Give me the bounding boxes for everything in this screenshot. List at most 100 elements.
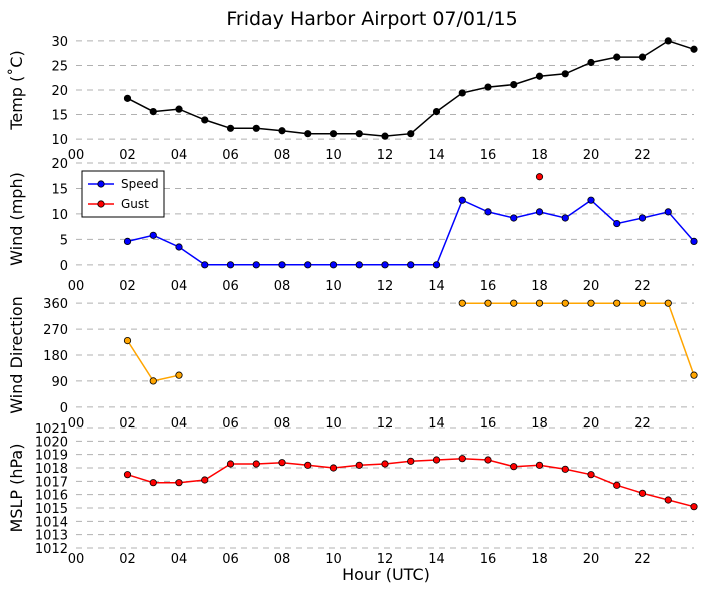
legend-label-gust: Gust [121, 197, 149, 211]
x-tick-label: 18 [531, 416, 548, 431]
temp-series-0-point [278, 127, 286, 135]
x-tick-label: 04 [171, 416, 188, 431]
y-tick-label: 1014 [35, 515, 68, 530]
y-tick-label: 15 [51, 182, 68, 197]
legend-box [81, 170, 165, 218]
x-tick-label: 14 [428, 552, 445, 567]
x-tick-label: 20 [583, 148, 600, 163]
mslp-series-0-point [587, 471, 595, 479]
x-tick-label: 10 [325, 416, 342, 431]
wind-series-speed-0-point [201, 261, 209, 269]
mslp-series-0-point [510, 463, 518, 471]
temp-series-0-point [226, 124, 235, 132]
wind-series-speed-0-point [149, 231, 157, 239]
y-tick-label: 20 [51, 84, 68, 99]
wind-series-speed-0-point [458, 196, 466, 204]
x-tick-label: 00 [68, 416, 85, 431]
y-tick-label: 5 [60, 233, 68, 248]
y-tick-label: 10 [51, 133, 68, 148]
wind-series-speed-0-point [226, 261, 235, 269]
x-tick-label: 16 [480, 416, 497, 431]
x-tick-label: 18 [531, 279, 548, 294]
mslp-series-0-point [561, 465, 569, 473]
x-tick-label: 04 [171, 148, 188, 163]
x-tick-label: 06 [222, 552, 239, 567]
x-tick-label: 14 [428, 416, 445, 431]
temp-series-0-point [484, 83, 492, 91]
y-tick-label: 10 [51, 208, 68, 223]
y-tick-label: 1016 [35, 489, 68, 504]
wind-series-speed-0-point [278, 261, 286, 269]
wind-series-speed-0-point [510, 214, 518, 222]
y-tick-label: 1015 [35, 502, 68, 517]
y-tick-label: 30 [51, 35, 68, 50]
x-tick-label: 22 [634, 416, 651, 431]
wind-direction-series-0-line [126, 340, 180, 382]
wind-direction-series-0-point [484, 299, 492, 307]
x-tick-label: 06 [222, 279, 239, 294]
wind-series-speed-0-point [664, 208, 672, 216]
temp-series-0-point [638, 53, 647, 61]
mslp-series-0-point [329, 464, 338, 472]
mslp-series-0-point [690, 503, 698, 511]
legend-label-speed: Speed [121, 177, 159, 191]
x-tick-label: 02 [119, 416, 136, 431]
wind-direction-series-0-point [175, 371, 183, 379]
temp-series-0-point [535, 72, 544, 80]
x-tick-label: 08 [274, 552, 291, 567]
wind-series-speed-0-point [123, 237, 132, 245]
x-tick-label: 12 [377, 552, 394, 567]
x-tick-label: 10 [325, 279, 342, 294]
wind-direction-series-0-point [535, 299, 544, 307]
x-tick-label: 22 [634, 279, 651, 294]
x-tick-label: 16 [480, 279, 497, 294]
x-tick-label: 16 [480, 148, 497, 163]
wind-direction-series-0-point [664, 299, 672, 307]
x-axis-label: Hour (UTC) [342, 565, 430, 584]
wind-direction-y-axis-label: Wind Direction [7, 296, 26, 414]
x-tick-label: 12 [377, 279, 394, 294]
y-tick-label: 90 [51, 375, 68, 390]
y-tick-label: 1020 [35, 435, 68, 450]
y-tick-label: 0 [60, 259, 68, 274]
mslp-series-0-point [252, 460, 260, 468]
mslp-series-0-point [638, 489, 647, 497]
mslp-series-0-point [613, 481, 621, 489]
temp-series-0-point [664, 37, 672, 45]
mslp-series-0-point [432, 456, 441, 464]
mslp-series-0-point [149, 479, 157, 487]
wind-series-speed-0-line [127, 199, 695, 266]
x-tick-label: 02 [119, 279, 136, 294]
wind-series-speed-0-point [407, 261, 415, 269]
wind-panel: 0 5 10 15 20 00 02 04 06 08 10 12 14 16 18 20 22 Wind (mp… [7, 157, 698, 294]
wind-y-axis-label: Wind (mph) [7, 172, 26, 266]
x-tick-label: 12 [377, 148, 394, 163]
mslp-series-0-line [127, 457, 695, 508]
mslp-panel: 1012101310141015101610171018101910201021… [7, 422, 698, 567]
temp-series-0-point [407, 130, 415, 138]
mslp-series-0-point [175, 479, 183, 487]
temp-series-0-point [561, 70, 569, 78]
wind-direction-series-0-line [462, 302, 695, 376]
wind-series-speed-0-point [690, 237, 698, 245]
wind-series-speed-0-point [613, 219, 621, 228]
x-tick-label: 14 [428, 148, 445, 163]
mslp-series-0-point [458, 455, 466, 463]
temp-series-0-point [175, 105, 183, 113]
mslp-series-0-point [381, 460, 389, 468]
temp-series-0-point [587, 58, 595, 67]
wind-series-speed-0-point [484, 208, 492, 216]
temp-series-0-point [252, 124, 260, 132]
y-tick-label: 25 [51, 59, 68, 74]
mslp-series-0-point [407, 457, 415, 465]
x-tick-label: 04 [171, 279, 188, 294]
y-tick-label: 1012 [35, 542, 68, 557]
mslp-series-0-point [484, 456, 492, 464]
x-tick-label: 04 [171, 552, 188, 567]
x-tick-label: 12 [377, 416, 394, 431]
wind-direction-series-0-point [690, 371, 698, 379]
wind-series-speed-0-point [304, 261, 312, 269]
x-tick-label: 08 [274, 148, 291, 163]
mslp-series-0-point [664, 496, 672, 504]
